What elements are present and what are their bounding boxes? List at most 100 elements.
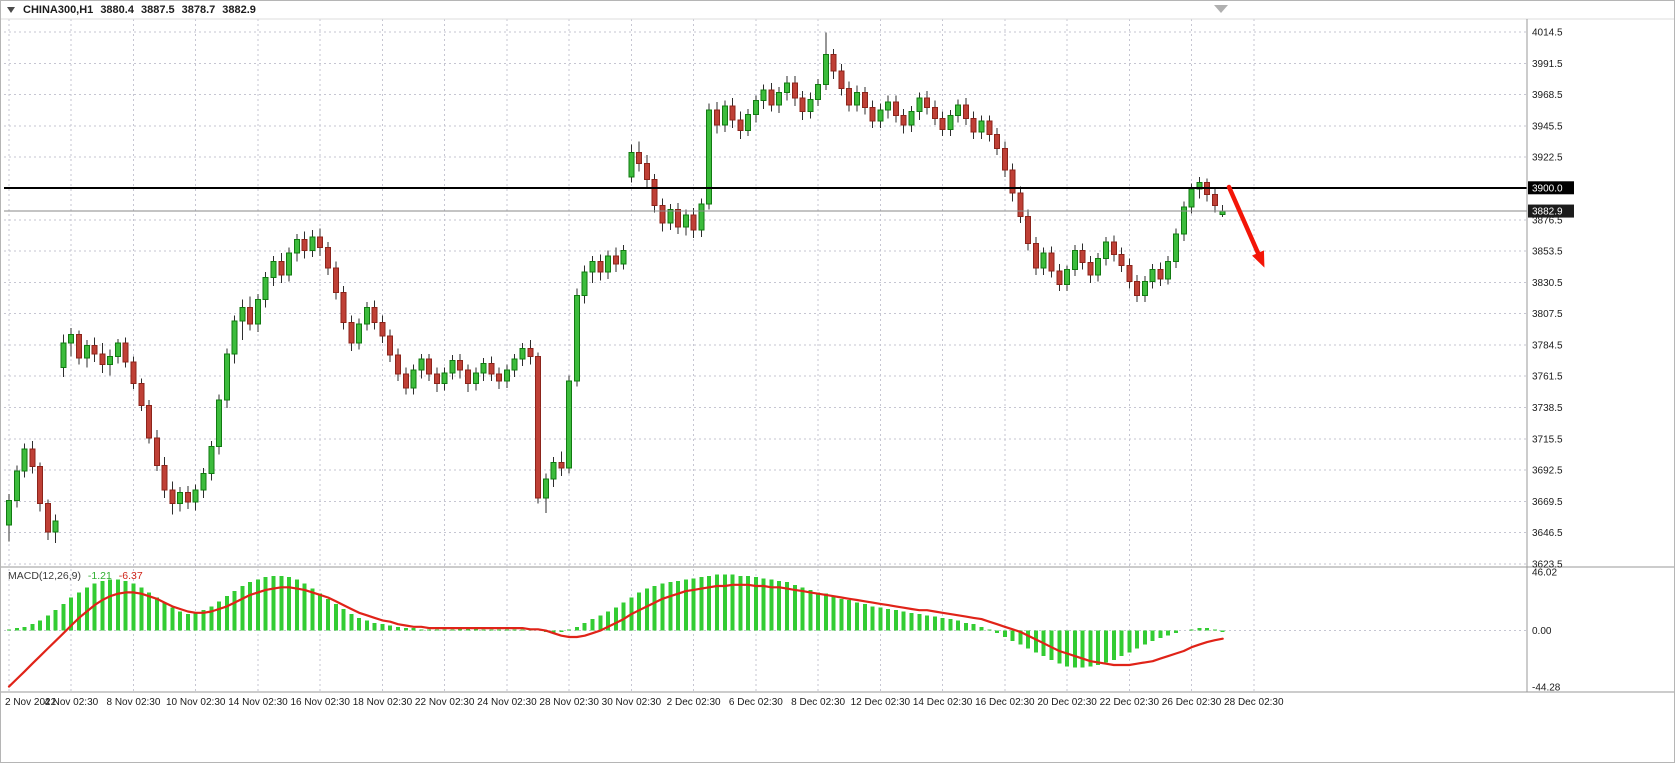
y-axis-label: 3738.5 [1532, 403, 1563, 414]
candle [21, 443, 28, 478]
candle [293, 234, 300, 262]
candle [970, 111, 977, 139]
candle [558, 451, 565, 477]
candle [177, 487, 184, 512]
x-axis-label: 22 Nov 02:30 [415, 697, 475, 708]
symbol-dropdown-icon[interactable] [7, 7, 15, 13]
pane-separators [1, 18, 1674, 693]
candle [885, 95, 892, 119]
candle [348, 315, 355, 352]
candle [208, 440, 215, 481]
candle [52, 514, 59, 543]
candle [550, 457, 557, 488]
bid-label-box [1528, 204, 1574, 218]
x-axis-label: 2 Dec 02:30 [667, 697, 721, 708]
candle [815, 78, 822, 107]
candle [114, 338, 121, 364]
x-axis-label: 18 Nov 02:30 [353, 697, 413, 708]
candle [573, 288, 580, 387]
candle [457, 353, 464, 379]
candle [612, 247, 619, 273]
candle [395, 348, 401, 381]
candle [247, 296, 254, 331]
candle [433, 367, 440, 392]
candle [363, 302, 370, 331]
macd-name: MACD(12,26,9) [8, 570, 81, 582]
x-axis-label: 4 Nov 02:30 [44, 697, 98, 708]
x-axis-label: 22 Dec 02:30 [1100, 697, 1160, 708]
candle [270, 255, 277, 286]
candle [675, 202, 682, 235]
candle [107, 349, 114, 376]
candle [667, 204, 674, 230]
y-axis-label: 3945.5 [1532, 121, 1563, 132]
candle [29, 440, 36, 474]
candle [76, 330, 83, 365]
candle [418, 353, 425, 379]
candle [924, 91, 931, 115]
y-axis-label: 3784.5 [1532, 340, 1563, 351]
candle [838, 63, 845, 96]
candle [636, 141, 643, 172]
candle [690, 208, 697, 239]
candle [426, 353, 433, 381]
candle [1087, 255, 1094, 284]
candle [916, 92, 923, 120]
candle [1048, 246, 1055, 278]
candle [99, 342, 106, 373]
candle [1173, 228, 1179, 269]
price-level-label: 3900.0 [1532, 183, 1563, 194]
candle [496, 367, 503, 390]
candle [239, 299, 246, 341]
candle [200, 468, 207, 499]
price-axis[interactable]: 4014.5 3991.5 3968.5 3945.5 3922.5 3876.5 3853… [1532, 28, 1563, 694]
candle [527, 340, 534, 365]
candle [1102, 236, 1109, 266]
candle [488, 356, 495, 381]
y-axis-label: 3876.5 [1532, 215, 1563, 226]
x-axis-label: 30 Nov 02:30 [602, 697, 662, 708]
candle [737, 111, 744, 139]
chart-shift-marker[interactable] [1214, 5, 1228, 13]
candle [356, 318, 363, 350]
candle [6, 493, 12, 542]
candle [620, 244, 627, 270]
y-axis-label: 3715.5 [1532, 434, 1563, 445]
candle [449, 355, 456, 380]
candle [254, 293, 261, 333]
candle [729, 97, 736, 128]
candle [146, 400, 153, 444]
candle [1141, 276, 1148, 303]
candle [1040, 247, 1047, 275]
candle [169, 481, 176, 515]
candle [784, 76, 790, 101]
candle [542, 473, 549, 513]
arrow-annotation[interactable] [1226, 184, 1265, 268]
candle [317, 228, 324, 256]
x-axis-label: 14 Dec 02:30 [913, 697, 973, 708]
candle [402, 367, 409, 395]
x-axis-label: 28 Nov 02:30 [539, 697, 599, 708]
y-axis-label: 3692.5 [1532, 466, 1563, 477]
y-axis-label: 3669.5 [1532, 497, 1563, 508]
candle [1032, 236, 1039, 275]
candle [721, 100, 728, 133]
candle [379, 315, 386, 343]
candle [1056, 263, 1063, 292]
y-axis-label: 3807.5 [1532, 309, 1563, 320]
candle [161, 457, 168, 499]
y-axis-label: 4014.5 [1532, 28, 1563, 39]
candle [768, 83, 775, 112]
candle [566, 375, 573, 474]
candle [659, 198, 666, 232]
candle [1134, 274, 1141, 303]
candle [1149, 263, 1156, 289]
candle [519, 342, 526, 367]
candle [1126, 258, 1133, 289]
x-axis-label: 10 Nov 02:30 [166, 697, 226, 708]
candle [791, 76, 798, 107]
x-axis-label: 28 Dec 02:30 [1224, 697, 1284, 708]
candle [13, 465, 20, 508]
